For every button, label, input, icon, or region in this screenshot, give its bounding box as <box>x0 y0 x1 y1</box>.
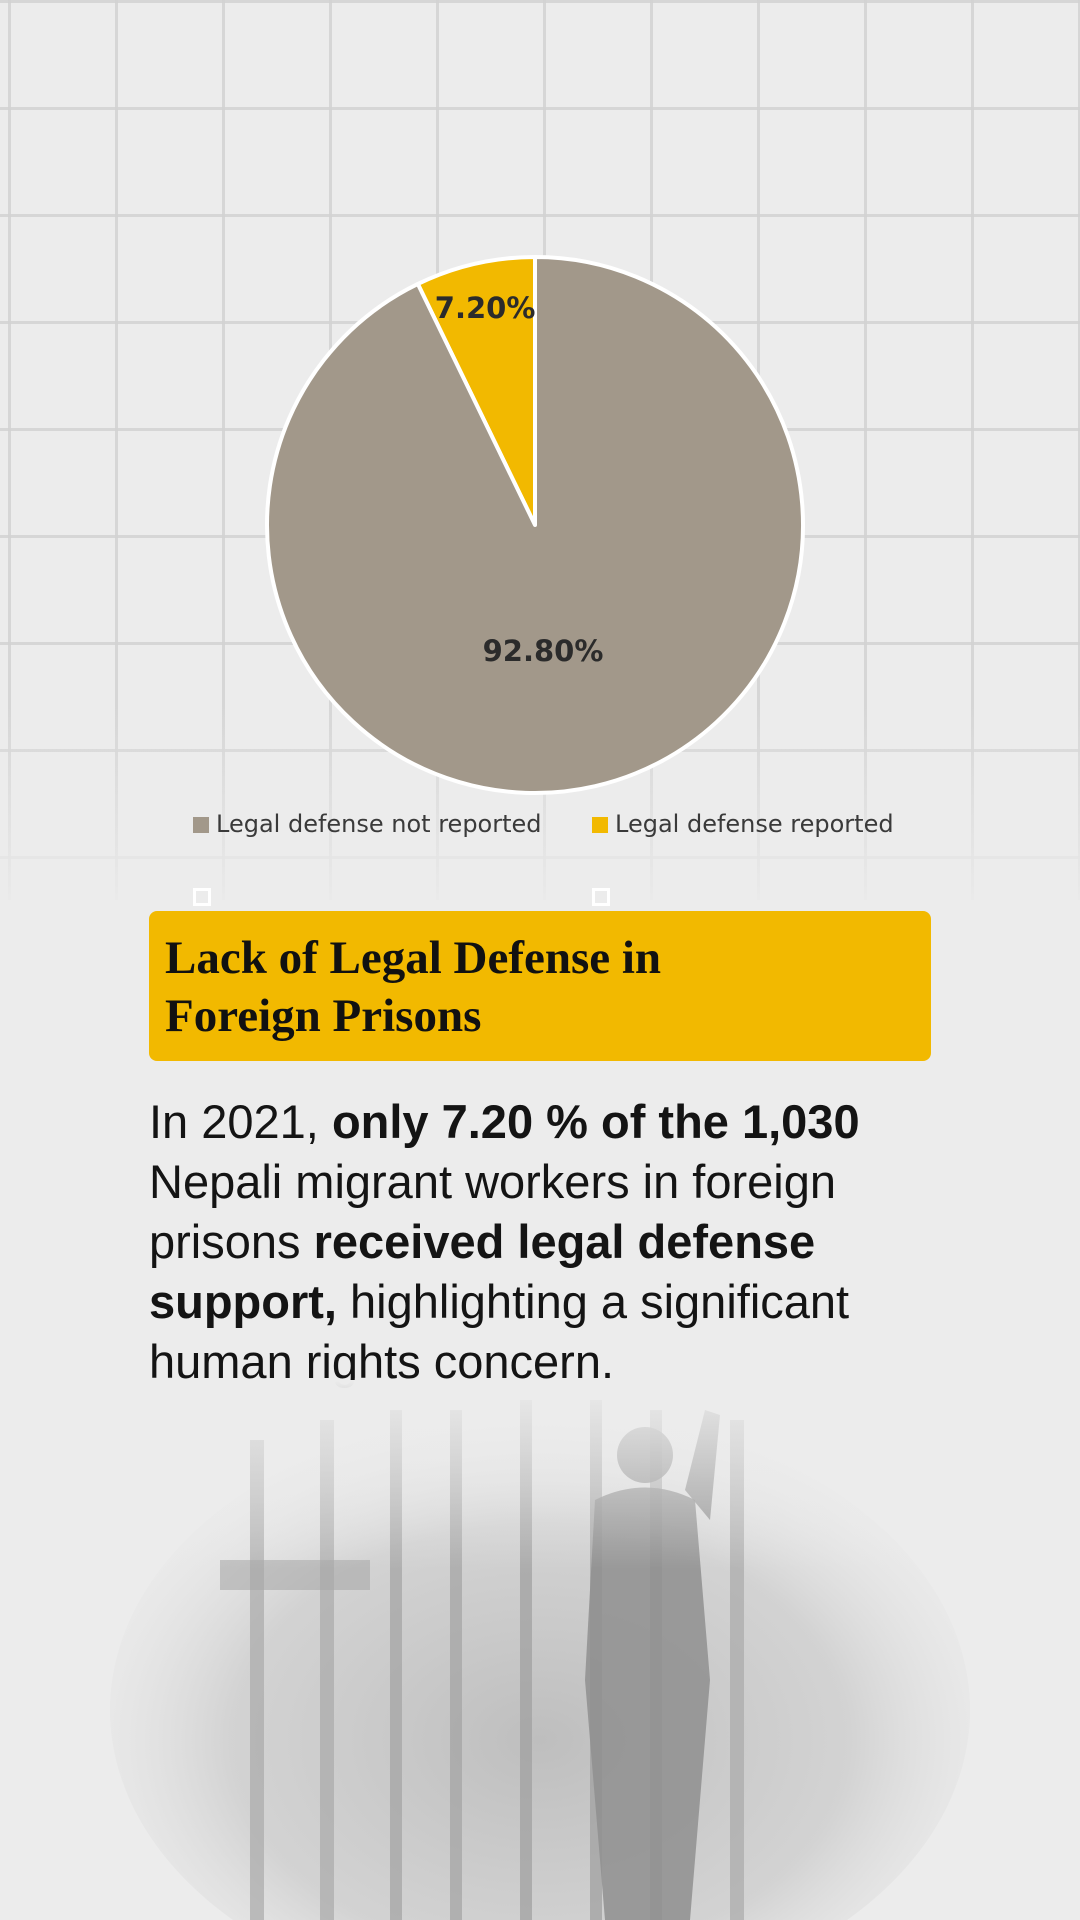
legend-label: Legal defense reported <box>615 810 894 838</box>
legend-item-reported: Legal defense reported <box>592 810 894 838</box>
body-paragraph: In 2021, only 7.20 % of the 1,030 Nepali… <box>149 1092 949 1392</box>
legend-label: Legal defense not reported <box>216 810 542 838</box>
pie-chart: 7.20% 92.80% Legal defense not reported Leg… <box>0 0 1080 870</box>
slice-legal-defense-reported <box>415 255 537 527</box>
selection-handle-right[interactable] <box>592 888 610 906</box>
body-text-part2: Nepali migrant workers in foreign prison… <box>149 1155 837 1268</box>
body-text-bold2: received legal defense support, <box>149 1215 816 1328</box>
selection-handle-left[interactable] <box>193 888 211 906</box>
pie-chart-svg: 7.20%92.80%Legal defense not reported Leg… <box>193 255 894 838</box>
body-text-part1: In 2021, <box>149 1095 332 1148</box>
body-text-bold1: only 7.20 % of the 1,030 <box>331 1095 860 1148</box>
legend-item-not-reported: Legal defense not reported <box>193 810 542 838</box>
body-text-part3: highlighting a significant human rights … <box>149 1275 850 1388</box>
chart-legend: Legal defense not reported Legal defense … <box>193 810 894 838</box>
slice-legal-defense-not-reported <box>265 255 805 795</box>
data-label-reported: 7.20% <box>435 291 536 325</box>
legend-swatch <box>193 817 209 833</box>
headline-title: Lack of Legal Defense in Foreign Prisons <box>165 932 662 1042</box>
prison-silhouette-image <box>90 1380 990 1920</box>
pie-slices <box>265 255 805 795</box>
legend-swatch <box>592 817 608 833</box>
headline-box: Lack of Legal Defense in Foreign Prisons <box>149 911 931 1061</box>
data-label-not-reported: 92.80% <box>483 634 604 668</box>
